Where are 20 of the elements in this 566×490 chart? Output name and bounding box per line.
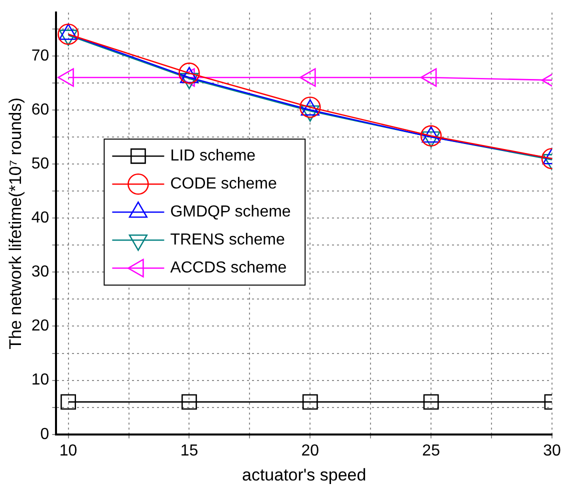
y-tick-label: 50 [31, 155, 50, 172]
y-tick-label: 20 [31, 318, 50, 335]
legend-label: ACCDS scheme [170, 260, 287, 277]
y-tick-label: 70 [31, 47, 50, 64]
legend-label: LID scheme [170, 148, 256, 165]
legend-label: TRENS scheme [170, 232, 285, 249]
x-tick-label: 25 [422, 442, 440, 460]
x-tick-label: 30 [543, 442, 561, 460]
y-tick-label: 10 [31, 372, 50, 389]
x-tick-label: 20 [301, 442, 320, 460]
y-axis-title: The network lifetime(*10⁷ rounds) [6, 98, 25, 350]
y-tick-label: 40 [31, 210, 50, 226]
legend-label: GMDQP scheme [170, 204, 291, 221]
y-tick-label: 0 [40, 426, 50, 443]
x-tick-label: 15 [180, 442, 198, 460]
y-tick-label: 60 [31, 101, 50, 118]
legend-label: CODE scheme [170, 176, 277, 193]
x-tick-label: 10 [59, 442, 78, 460]
y-tick-label: 30 [31, 264, 50, 281]
x-axis-title: actuator's speed [242, 465, 366, 484]
